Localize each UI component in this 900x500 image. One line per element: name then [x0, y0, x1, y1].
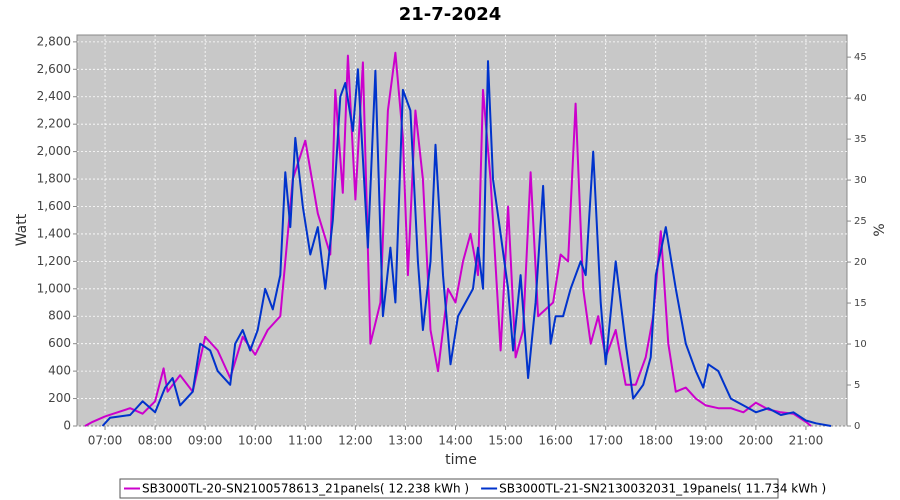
- x-axis-title: time: [445, 452, 477, 468]
- y-tick-label: 2,000: [37, 144, 71, 158]
- x-tick-label: 10:00: [238, 434, 273, 448]
- x-tick-label: 20:00: [739, 434, 774, 448]
- chart-title: 21-7-2024: [399, 4, 502, 25]
- y2-tick-label: 35: [854, 134, 867, 145]
- y-tick-label: 0: [63, 419, 71, 433]
- legend-label: SB3000TL-21-SN2130032031_19panels( 11.73…: [499, 482, 826, 496]
- y-tick-label: 1,200: [37, 254, 71, 268]
- x-tick-label: 12:00: [338, 434, 373, 448]
- series-line: [101, 60, 832, 427]
- x-tick-label: 16:00: [538, 434, 573, 448]
- x-tick-label: 08:00: [138, 434, 173, 448]
- y-tick-label: 200: [48, 391, 71, 405]
- y-tick-label: 2,200: [37, 117, 71, 131]
- x-tick-label: 14:00: [438, 434, 473, 448]
- x-tick-label: 07:00: [88, 434, 123, 448]
- x-tick-label: 09:00: [188, 434, 223, 448]
- legend-label: SB3000TL-20-SN2100578613_21panels( 12.23…: [142, 482, 469, 496]
- y2-tick-label: 20: [854, 257, 867, 268]
- y-tick-label: 2,800: [37, 34, 71, 48]
- x-tick-label: 21:00: [789, 434, 824, 448]
- y-tick-label: 400: [48, 364, 71, 378]
- y-tick-label: 2,400: [37, 89, 71, 103]
- y-tick-label: 1,400: [37, 226, 71, 240]
- y2-tick-label: 25: [854, 216, 867, 227]
- y-tick-label: 2,600: [37, 62, 71, 76]
- x-tick-label: 15:00: [488, 434, 523, 448]
- y2-tick-label: 5: [854, 380, 860, 391]
- plot-area: [76, 34, 848, 427]
- y2-tick-label: 45: [854, 52, 867, 63]
- x-tick-label: 11:00: [288, 434, 323, 448]
- y-tick-label: 800: [48, 309, 71, 323]
- y-tick-label: 1,600: [37, 199, 71, 213]
- y2-tick-label: 10: [854, 339, 867, 350]
- y-axis-title: Watt: [14, 213, 30, 246]
- x-tick-label: 19:00: [689, 434, 724, 448]
- legend: [119, 478, 779, 499]
- x-tick-label: 13:00: [388, 434, 423, 448]
- y2-tick-label: 30: [854, 175, 867, 186]
- y2-axis-title: %: [872, 223, 888, 236]
- x-tick-label: 18:00: [638, 434, 673, 448]
- y-tick-label: 1,000: [37, 281, 71, 295]
- y2-tick-label: 40: [854, 93, 867, 104]
- x-tick-label: 17:00: [588, 434, 623, 448]
- y-tick-label: 1,800: [37, 172, 71, 186]
- y2-tick-label: 0: [854, 421, 860, 432]
- y-tick-label: 600: [48, 336, 71, 350]
- y2-tick-label: 15: [854, 298, 867, 309]
